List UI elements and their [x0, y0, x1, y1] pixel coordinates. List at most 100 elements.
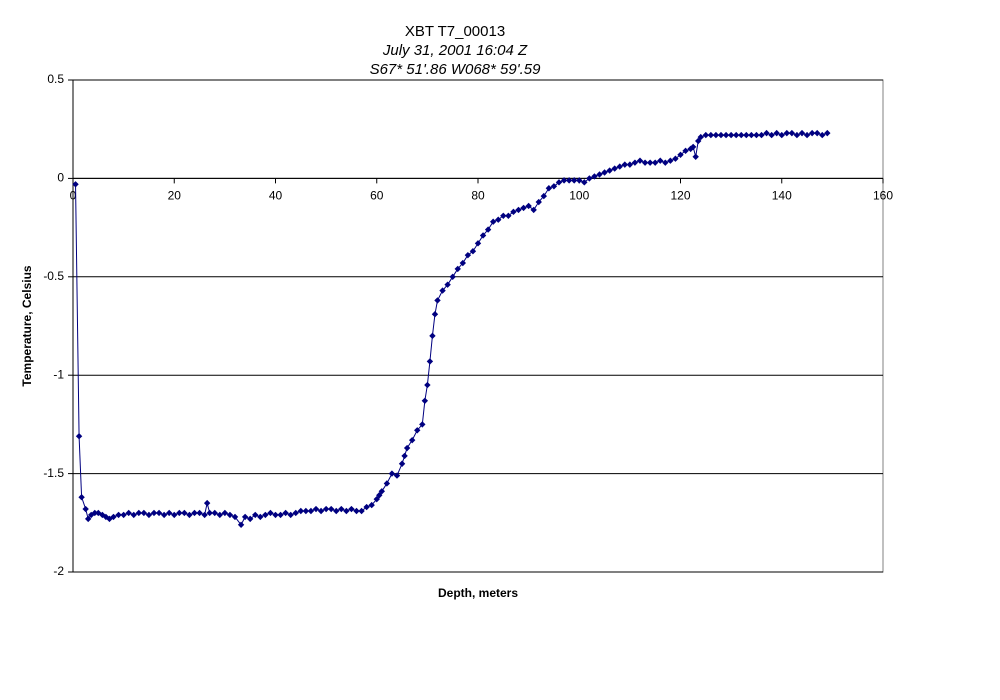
data-point: [550, 183, 558, 190]
data-point: [120, 511, 127, 519]
data-point: [646, 159, 654, 166]
data-point: [277, 511, 284, 519]
data-point: [327, 505, 335, 513]
data-point: [449, 273, 456, 280]
data-point: [272, 511, 279, 519]
data-point: [398, 460, 406, 467]
data-point: [738, 131, 745, 139]
data-point: [84, 515, 92, 523]
x-tick-label: 120: [670, 189, 690, 203]
data-point: [378, 488, 386, 495]
data-point: [748, 131, 755, 139]
data-point: [727, 131, 735, 139]
data-point: [535, 198, 542, 206]
data-point: [576, 177, 583, 184]
data-point: [419, 421, 426, 428]
data-point: [414, 427, 421, 434]
data-point: [348, 505, 355, 513]
data-point: [426, 358, 434, 365]
data-point: [165, 509, 173, 517]
data-point: [125, 509, 132, 517]
data-point: [530, 206, 537, 214]
data-point: [241, 513, 249, 521]
data-point: [401, 452, 408, 460]
y-tick-label: -2: [53, 564, 64, 578]
data-point: [408, 436, 416, 444]
data-point: [581, 179, 588, 186]
data-point: [444, 281, 451, 288]
data-point: [206, 509, 213, 517]
data-point: [606, 167, 613, 174]
data-point: [717, 131, 725, 139]
data-point: [479, 232, 487, 239]
y-tick-label: 0: [57, 171, 64, 185]
data-point: [221, 509, 229, 517]
data-point: [99, 511, 106, 519]
data-point: [682, 147, 689, 155]
data-point: [424, 381, 431, 389]
y-tick-label: 0.5: [47, 72, 64, 86]
data-point: [376, 492, 383, 499]
data-point: [257, 513, 264, 521]
data-point: [267, 509, 274, 517]
data-point: [226, 511, 234, 519]
data-point: [662, 159, 669, 166]
y-tick-label: -1.5: [43, 466, 64, 480]
data-point: [201, 511, 208, 519]
data-point: [616, 163, 623, 170]
data-point: [732, 131, 740, 139]
data-point: [302, 507, 310, 515]
data-point: [753, 131, 760, 139]
data-point: [793, 131, 801, 139]
data-point: [672, 155, 679, 162]
data-point: [484, 226, 492, 233]
data-point: [469, 248, 477, 255]
data-point: [500, 212, 507, 219]
data-point: [196, 509, 203, 517]
data-point: [596, 171, 603, 178]
data-point: [246, 515, 254, 523]
data-point: [591, 173, 598, 180]
data-point: [421, 397, 429, 404]
data-point: [292, 509, 299, 517]
data-point: [657, 157, 664, 164]
data-point: [636, 157, 644, 164]
x-tick-label: 80: [471, 189, 485, 203]
data-point: [282, 509, 289, 517]
data-point: [368, 501, 375, 509]
data-point: [611, 165, 618, 172]
data-point: [570, 177, 578, 184]
data-point: [150, 509, 158, 517]
data-point: [140, 509, 148, 517]
data-point: [641, 159, 649, 166]
data-point: [429, 332, 436, 340]
data-point: [626, 161, 634, 168]
data-point: [707, 131, 715, 139]
x-tick-label: 100: [569, 189, 589, 203]
data-point: [722, 131, 730, 139]
data-point: [333, 507, 340, 515]
data-point: [743, 131, 750, 139]
data-point: [697, 133, 704, 141]
y-axis-title: Temperature, Celsius: [20, 265, 34, 386]
data-point: [322, 505, 330, 513]
data-point: [813, 129, 821, 137]
data-point: [363, 503, 370, 511]
data-point: [262, 511, 269, 519]
x-tick-label: 0: [70, 189, 77, 203]
data-point: [819, 131, 826, 139]
data-point: [237, 521, 245, 528]
data-point: [160, 511, 168, 519]
data-point: [459, 259, 467, 267]
data-point: [495, 216, 502, 223]
data-point: [176, 509, 183, 517]
data-point: [565, 177, 573, 184]
data-point: [145, 511, 153, 519]
data-point: [773, 129, 780, 137]
data-point: [798, 129, 806, 137]
chart-subtitle: S67* 51'.86 W068* 59'.59: [370, 61, 542, 78]
data-point: [464, 251, 472, 259]
data-point: [171, 511, 178, 519]
x-tick-label: 20: [168, 189, 182, 203]
